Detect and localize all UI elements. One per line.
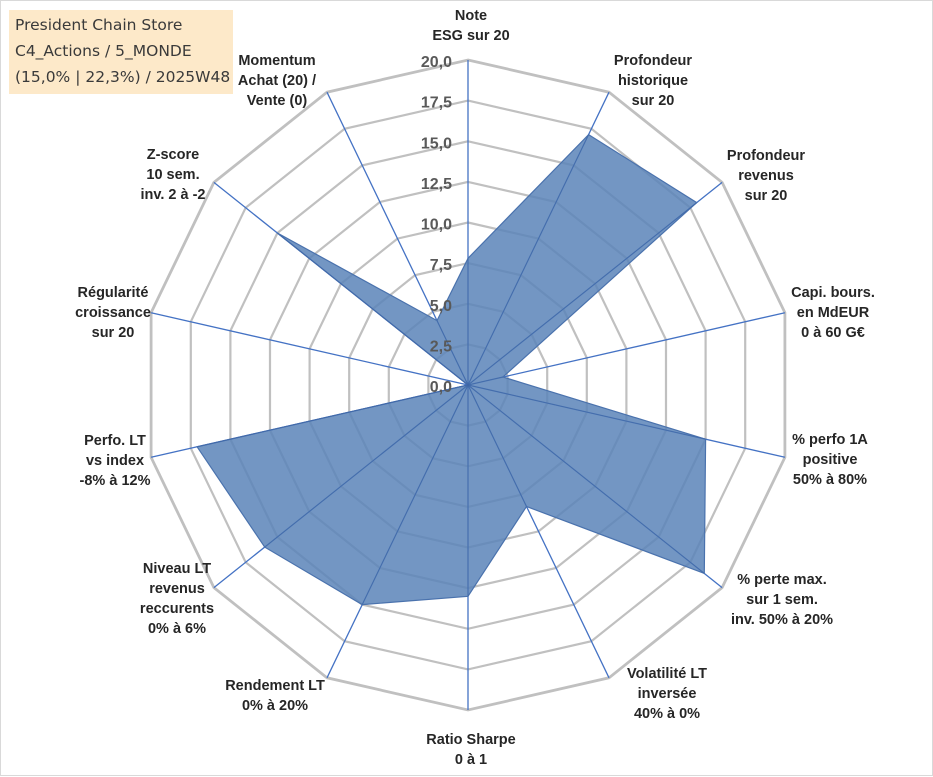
axis-spoke-overlay: [264, 384, 469, 548]
axis-spoke-overlay: [467, 384, 705, 574]
tick-label: 0,0: [430, 379, 452, 396]
axis-label: Note ESG sur 20: [432, 8, 509, 44]
tick-label: 20,0: [421, 54, 452, 71]
title-line-1: President Chain Store: [15, 16, 183, 34]
axis-spoke-overlay: [436, 320, 469, 386]
title-line-3: (15,0% | 22,3%) / 2025W48: [15, 68, 231, 86]
tick-label: 12,5: [421, 176, 452, 193]
axis-spoke-overlay: [277, 232, 469, 386]
axis-spoke-overlay: [467, 202, 697, 386]
chart-title-box: President Chain Store C4_Actions / 5_MON…: [9, 10, 233, 94]
axis-spoke-overlay: [467, 384, 706, 440]
axis-spoke: [150, 312, 469, 386]
tick-layer: 0,0 2,5 5,0 7,5 10,0 12,5 15,0 17,5 20,0: [421, 54, 452, 396]
axis-spoke-overlay: [467, 384, 527, 507]
tick-label: 10,0: [421, 217, 452, 234]
tick-label: 5,0: [430, 298, 452, 315]
axis-label: Momentum Achat (20) / Vente (0): [238, 53, 316, 109]
axis-spoke-overlay: [467, 134, 590, 386]
axis-label: Capi. bours. en MdEUR 0 à 60 G€: [791, 285, 875, 341]
axis-spoke-overlay: [361, 384, 469, 605]
axis-label: Profondeur revenus sur 20: [727, 148, 805, 204]
title-line-2: C4_Actions / 5_MONDE: [15, 42, 192, 60]
axis-spoke-overlay: [467, 376, 504, 386]
tick-label: 17,5: [421, 95, 452, 112]
axis-label: Volatilité LT inversée 40% à 0%: [627, 666, 707, 722]
area-layer: [196, 133, 707, 606]
label-layer: Note ESG sur 20 Profondeur historique sur 20…: [75, 8, 875, 768]
tick-label: 2,5: [430, 338, 452, 355]
axis-spoke: [467, 312, 786, 386]
axis-label: Ratio Sharpe 0 à 1: [426, 732, 515, 768]
axis-label: Rendement LT 0% à 20%: [225, 678, 325, 714]
axis-label: Profondeur historique sur 20: [614, 53, 692, 109]
axis-label: % perte max. sur 1 sem. inv. 50% à 20%: [731, 572, 833, 628]
tick-label: 7,5: [430, 257, 452, 274]
axis-label: Régularité croissance sur 20: [75, 285, 151, 341]
axis-label: % perfo 1A positive 50% à 80%: [792, 432, 868, 488]
axis-spoke-overlay: [196, 384, 469, 448]
axis-label: Niveau LT revenus reccurents 0% à 6%: [140, 561, 214, 637]
axis-label: Z-score 10 sem. inv. 2 à -2: [140, 147, 205, 203]
tick-label: 15,0: [421, 135, 452, 152]
axis-label: Perfo. LT vs index -8% à 12%: [80, 433, 151, 489]
series-area: [196, 133, 707, 606]
